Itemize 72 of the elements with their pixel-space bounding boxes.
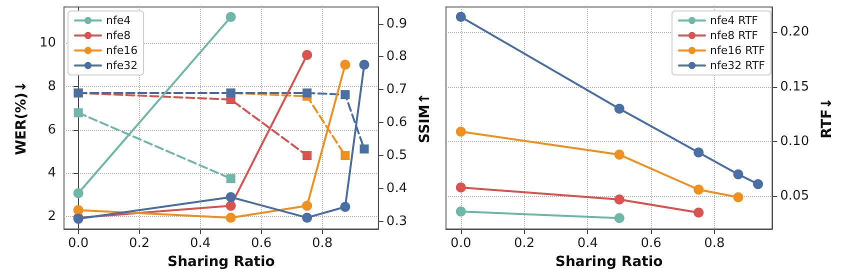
point — [614, 150, 624, 160]
point — [302, 200, 312, 211]
x-tick-label: 0.2 — [128, 236, 150, 251]
y2-tick-label: 0.6 — [386, 115, 408, 130]
y2-tick-label: 0.7 — [386, 82, 408, 98]
point — [733, 192, 744, 202]
y2-tick-label: 0.20 — [780, 24, 810, 40]
point — [226, 174, 236, 184]
legend-label: nfe16 — [106, 44, 138, 57]
point — [226, 212, 236, 223]
y2-tick-label: 0.15 — [780, 79, 810, 94]
y2-tick-label: 0.9 — [386, 16, 408, 32]
point — [614, 104, 624, 114]
x-tick-label: 0.0 — [450, 236, 472, 251]
y2-tick-label: 0.10 — [780, 134, 810, 150]
y-tick-label: 2 — [48, 209, 56, 224]
point — [456, 206, 466, 216]
legend-label: nfe32 — [106, 59, 138, 72]
point — [340, 151, 350, 160]
x-tick-label: 0.8 — [704, 236, 725, 251]
x-tick-label: 0.2 — [514, 236, 535, 251]
legend-label: nfe32 RTF — [710, 59, 766, 72]
point — [456, 12, 466, 22]
point — [733, 169, 744, 180]
y-tick-label: 10 — [39, 36, 56, 51]
point — [694, 184, 704, 195]
x-tick-label: 0.6 — [250, 236, 272, 251]
x-tick-label: 0.8 — [312, 236, 333, 251]
y2-axis-title: RTF↓ — [819, 98, 835, 138]
point — [359, 60, 370, 70]
point — [73, 205, 84, 216]
point — [456, 126, 466, 137]
point — [340, 202, 350, 212]
x-tick-label: 0.0 — [68, 236, 89, 251]
point — [302, 88, 312, 98]
y2-axis-title: SSIM↑ — [417, 92, 433, 144]
point — [360, 144, 369, 154]
legend-label: nfe8 RTF — [710, 29, 758, 42]
point — [302, 50, 312, 60]
y-axis-title: WER(%)↓ — [14, 80, 30, 156]
point — [226, 200, 236, 211]
y2-tick-label: 0.8 — [386, 49, 408, 64]
y-tick-label: 6 — [48, 122, 56, 138]
legend-label: nfe16 RTF — [710, 44, 766, 57]
y2-tick-label: 0.3 — [386, 214, 408, 229]
y-tick-label: 8 — [48, 78, 56, 94]
point — [694, 147, 704, 158]
point — [340, 90, 350, 100]
point — [694, 208, 704, 218]
y-tick-label: 4 — [48, 166, 56, 181]
point — [302, 212, 312, 223]
point — [226, 192, 236, 202]
point — [614, 213, 624, 224]
x-axis-title: Sharing Ratio — [555, 254, 664, 270]
legend-label: nfe8 — [106, 29, 131, 42]
point — [226, 12, 236, 22]
x-tick-label: 0.4 — [190, 236, 211, 251]
point — [74, 108, 83, 118]
point — [456, 182, 466, 192]
y2-tick-label: 0.05 — [780, 188, 810, 204]
y2-tick-label: 0.4 — [386, 180, 408, 196]
legend-label: nfe4 — [106, 14, 131, 27]
x-axis-title: Sharing Ratio — [168, 254, 276, 270]
point — [302, 151, 312, 160]
point — [753, 179, 764, 190]
x-tick-label: 0.4 — [577, 236, 598, 251]
point — [340, 60, 350, 70]
y2-tick-label: 0.5 — [386, 148, 408, 164]
point — [614, 194, 624, 204]
legend-label: nfe4 RTF — [710, 14, 758, 27]
x-tick-label: 0.6 — [640, 236, 662, 251]
point — [73, 188, 84, 198]
